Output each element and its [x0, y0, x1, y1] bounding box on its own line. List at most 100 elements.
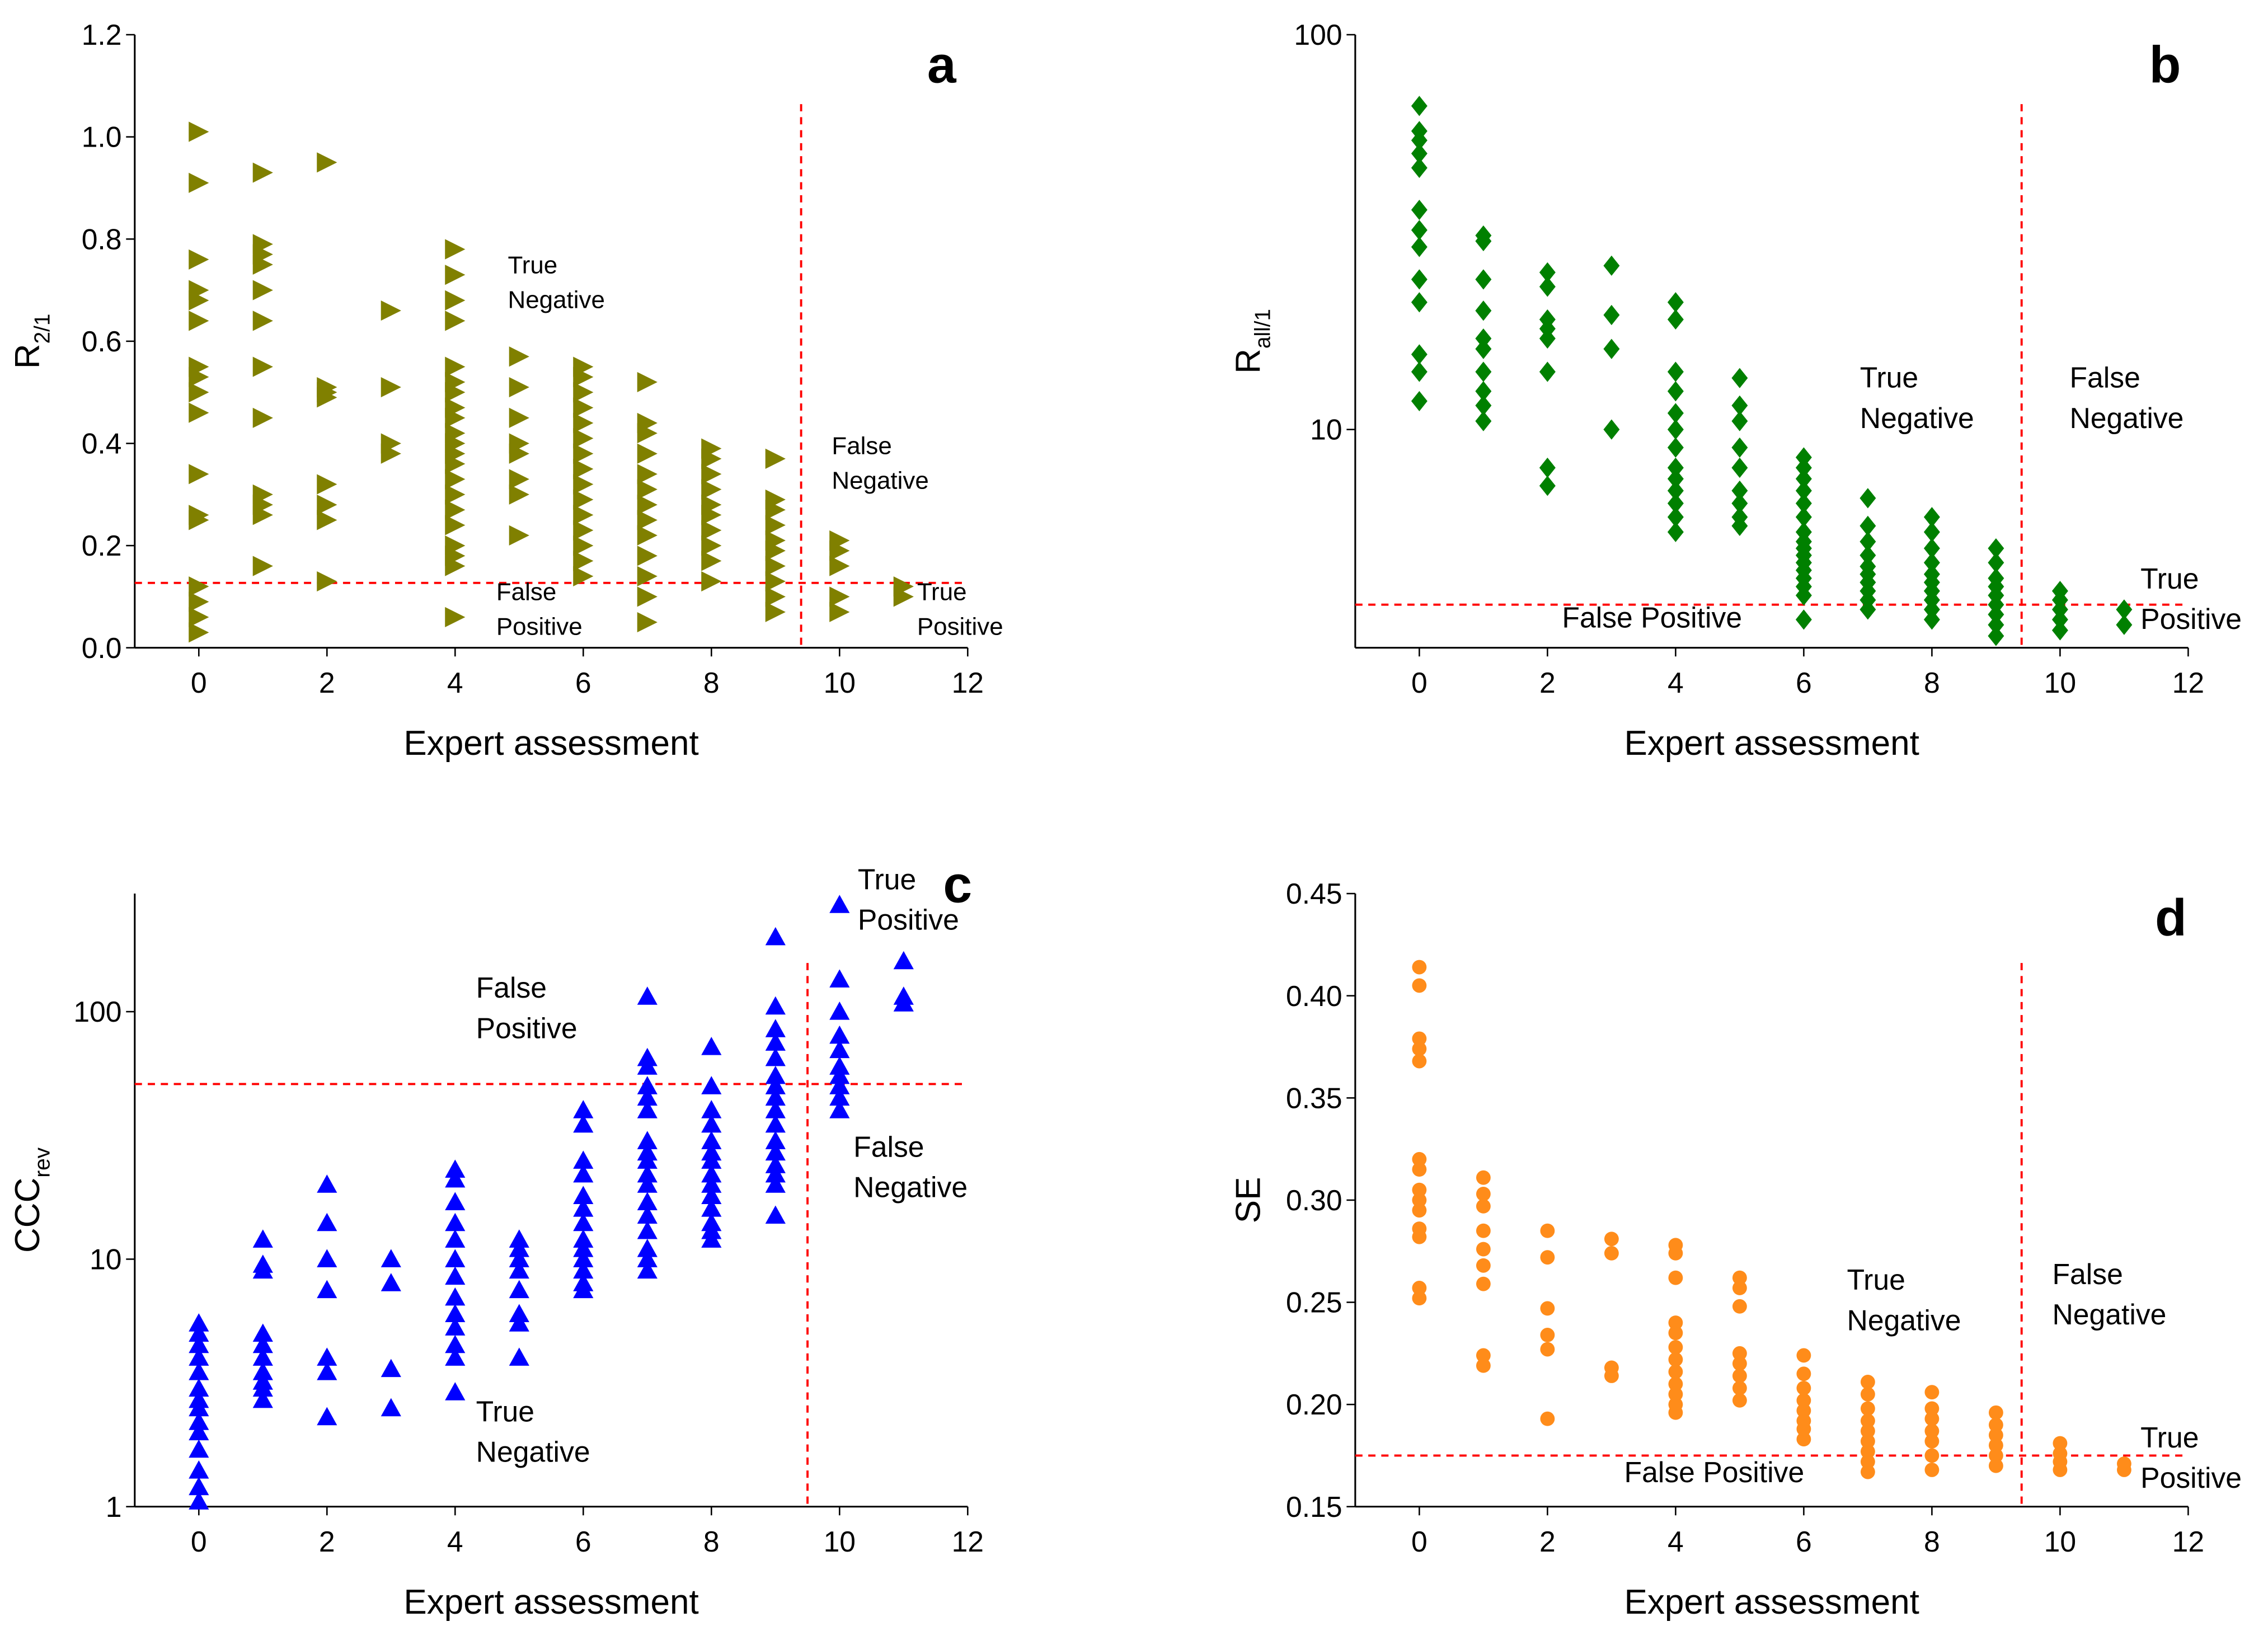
- annotation: Positive: [858, 904, 959, 936]
- point: [189, 1323, 209, 1342]
- point: [1732, 1281, 1747, 1295]
- point: [1667, 507, 1684, 528]
- point: [701, 464, 722, 485]
- point: [1667, 381, 1684, 402]
- point: [1603, 255, 1620, 276]
- annotation: True: [2140, 1421, 2199, 1454]
- point: [1667, 493, 1684, 514]
- point: [1667, 480, 1684, 501]
- point: [445, 556, 466, 576]
- point: [829, 1040, 850, 1059]
- point: [509, 484, 529, 505]
- point: [317, 1174, 337, 1193]
- point: [573, 459, 594, 480]
- point: [1475, 231, 1492, 252]
- point: [1988, 1458, 2003, 1473]
- y-tick-label: 0.35: [1286, 1082, 1342, 1114]
- x-tick-label: 6: [1796, 666, 1812, 699]
- annotation: Positive: [496, 613, 583, 640]
- point: [573, 1150, 594, 1169]
- point: [573, 1212, 594, 1232]
- point: [701, 1198, 722, 1217]
- point: [189, 366, 209, 387]
- point: [1924, 1433, 1940, 1449]
- point: [1988, 1417, 2003, 1432]
- point: [1923, 521, 1940, 542]
- point: [701, 535, 722, 556]
- annotation: False: [853, 1130, 924, 1163]
- panel-label: a: [927, 35, 957, 93]
- x-tick-label: 12: [2172, 1525, 2204, 1558]
- x-tick-label: 4: [447, 666, 463, 699]
- point: [381, 1359, 401, 1378]
- y-tick-label: 10: [1310, 413, 1342, 446]
- point: [1796, 1432, 1811, 1447]
- point: [189, 402, 209, 423]
- point: [573, 474, 594, 495]
- point: [765, 1155, 786, 1173]
- y-axis-title: CCCrev: [8, 1147, 54, 1253]
- annotation: Positive: [917, 613, 1003, 640]
- point: [1732, 1369, 1747, 1383]
- annotation: True: [476, 1395, 534, 1427]
- point: [1796, 1403, 1811, 1418]
- point: [637, 510, 658, 530]
- point: [317, 474, 337, 495]
- x-tick-label: 8: [703, 666, 720, 699]
- point: [701, 1100, 722, 1118]
- point: [829, 1076, 850, 1094]
- point: [765, 1032, 786, 1051]
- point: [1475, 381, 1492, 402]
- point: [1412, 1182, 1427, 1197]
- point: [445, 1317, 466, 1336]
- annotation: Negative: [1847, 1304, 1961, 1336]
- point: [1732, 1270, 1747, 1285]
- point: [509, 1280, 529, 1299]
- point: [1540, 1301, 1555, 1316]
- point: [637, 443, 658, 464]
- point: [1667, 309, 1684, 330]
- point: [573, 505, 594, 525]
- point: [1732, 1356, 1747, 1371]
- point: [1540, 1328, 1555, 1342]
- point: [1795, 493, 1812, 514]
- panel: 0 2 4 6 8 10 12 10 100 Expert assessment Rall/1 Tru…: [1229, 18, 2242, 763]
- point: [252, 1389, 273, 1408]
- point: [2116, 1463, 2131, 1477]
- point: [445, 407, 466, 428]
- point: [1860, 488, 1876, 509]
- y-tick-label: 0.45: [1286, 877, 1342, 910]
- point: [637, 1260, 658, 1279]
- point: [2116, 614, 2133, 635]
- point: [1860, 599, 1876, 620]
- point: [1411, 361, 1428, 382]
- annotation: True: [917, 578, 967, 605]
- point: [1988, 552, 2004, 573]
- point: [509, 1229, 529, 1248]
- x-tick-label: 0: [1411, 666, 1428, 699]
- y-tick-label: 0.40: [1286, 980, 1342, 1012]
- point: [765, 1087, 786, 1106]
- point: [829, 1025, 850, 1044]
- y-tick-label: 0.0: [82, 632, 122, 664]
- point: [637, 1087, 658, 1106]
- point: [1412, 1151, 1427, 1167]
- point: [1476, 1242, 1491, 1257]
- point: [765, 1174, 786, 1193]
- y-tick-label: 0.4: [82, 427, 122, 460]
- point: [637, 546, 658, 566]
- point: [1731, 457, 1748, 478]
- point: [1411, 220, 1428, 241]
- point: [765, 1100, 786, 1118]
- point: [637, 1100, 658, 1118]
- x-tick-label: 6: [575, 1525, 591, 1558]
- point: [573, 412, 594, 434]
- x-tick-label: 10: [2044, 1525, 2076, 1558]
- point: [1668, 1386, 1683, 1402]
- point: [1604, 1232, 1619, 1247]
- point: [381, 300, 401, 321]
- point: [637, 1205, 658, 1224]
- point: [637, 1131, 658, 1149]
- point: [1540, 1223, 1555, 1238]
- x-tick-label: 2: [1539, 1525, 1556, 1558]
